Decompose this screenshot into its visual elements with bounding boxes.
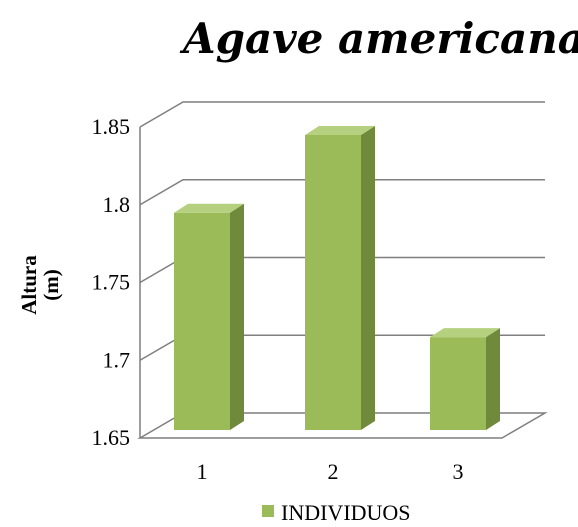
bar-side (361, 126, 375, 430)
bar-1 (174, 203, 244, 430)
y-axis-ticks: 1.65 1.7 1.75 1.8 1.85 (92, 114, 131, 450)
gridline (139, 179, 545, 206)
bar-top (174, 203, 244, 213)
x-tick-label: 1 (197, 459, 208, 484)
chart-title: Agave americana (179, 14, 578, 63)
y-tick-label: 1.85 (92, 114, 131, 139)
x-tick-label: 2 (328, 459, 339, 484)
bar-side (486, 328, 500, 430)
legend-label: INDIVIDUOS (281, 500, 411, 525)
bar-2 (305, 126, 375, 430)
y-tick-label: 1.7 (103, 347, 131, 372)
y-axis-label-line2: (m) (39, 269, 63, 300)
y-axis-label-line1: Altura (17, 255, 41, 315)
y-tick-label: 1.65 (92, 425, 131, 450)
bar-top (430, 328, 500, 338)
x-tick-label: 3 (453, 459, 464, 484)
bar-top (305, 126, 375, 135)
bars-group (174, 126, 500, 430)
bar-side (230, 203, 244, 430)
legend: INDIVIDUOS (262, 500, 411, 525)
legend-swatch (262, 505, 274, 517)
gridline (139, 101, 545, 128)
bar-front (174, 212, 230, 430)
x-axis-ticks: 1 2 3 (197, 459, 464, 484)
bar-3 (430, 328, 500, 430)
bar-front (430, 337, 486, 430)
y-tick-label: 1.8 (103, 192, 131, 217)
y-tick-label: 1.75 (92, 270, 131, 295)
bar-front (305, 135, 361, 430)
